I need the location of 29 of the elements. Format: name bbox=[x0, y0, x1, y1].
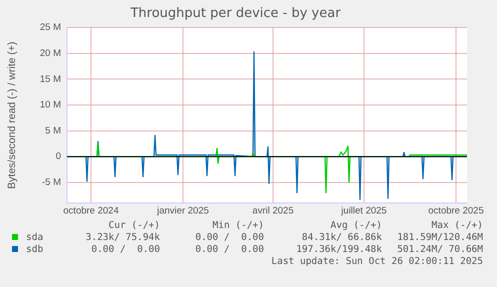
y-tick-label: 20 M bbox=[40, 48, 62, 60]
y-tick-label: 25 M bbox=[40, 22, 62, 34]
x-tick-label: juillet 2025 bbox=[340, 205, 387, 216]
y-tick-label: 10 M bbox=[40, 100, 62, 111]
text: 0.00 / 0.00 bbox=[195, 244, 264, 255]
legend-label: sda bbox=[26, 232, 44, 243]
y-tick-label: 0 bbox=[56, 151, 61, 162]
y-tick-label: -5 M bbox=[42, 176, 62, 188]
text: 0.00 / 0.00 bbox=[195, 232, 264, 243]
x-tick-label: avril 2025 bbox=[252, 205, 294, 216]
text: Cur (-/+) bbox=[108, 220, 160, 231]
text: 3.23k/ 75.94k bbox=[86, 232, 160, 243]
text: 0.00 / 0.00 bbox=[91, 244, 160, 255]
text: 501.24M/ 70.66M bbox=[397, 244, 483, 255]
x-tick-label: octobre 2025 bbox=[428, 205, 484, 216]
x-tick-label: janvier 2025 bbox=[156, 205, 209, 216]
text: Avg (-/+) bbox=[330, 220, 382, 231]
chart-title: Throughput per device - by year bbox=[129, 6, 342, 22]
y-tick-label: 15 M bbox=[40, 74, 62, 85]
legend-label: sdb bbox=[26, 244, 44, 255]
y-tick-label: 5 M bbox=[45, 125, 62, 136]
text: Min (-/+) bbox=[212, 220, 264, 231]
text: 84.31k/ 66.86k bbox=[302, 232, 382, 243]
text: Last update: Sun Oct 26 02:00:11 2025 bbox=[271, 256, 483, 267]
text: 197.36k/199.48k bbox=[296, 244, 382, 255]
text: 181.59M/120.46M bbox=[397, 232, 483, 243]
text: Max (-/+) bbox=[432, 220, 483, 231]
y-axis-title: Bytes/second read (-) / write (+) bbox=[6, 42, 18, 189]
x-tick-label: octobre 2024 bbox=[63, 205, 119, 216]
